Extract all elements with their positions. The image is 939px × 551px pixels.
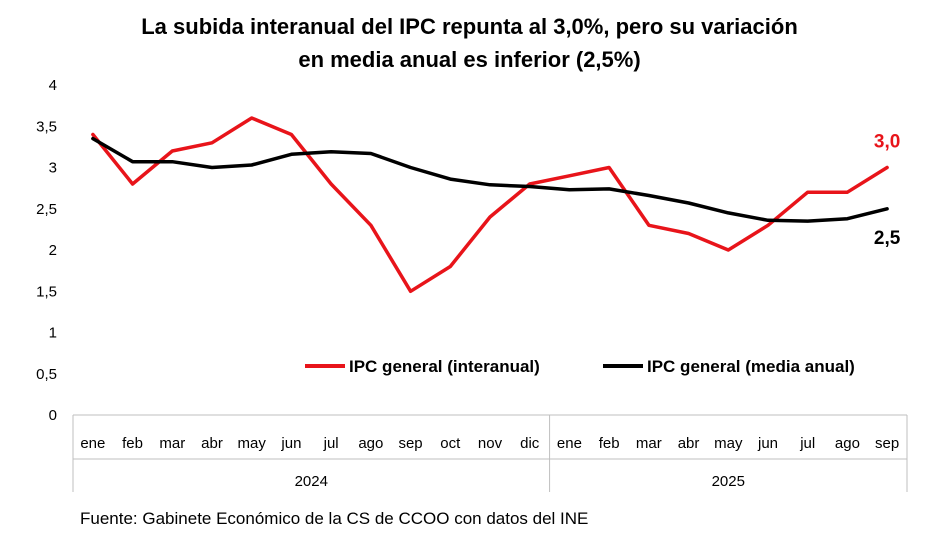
x-tick-label: sep bbox=[398, 435, 422, 452]
chart-title: La subida interanual del IPC repunta al … bbox=[0, 10, 939, 76]
y-tick-label: 3,5 bbox=[36, 118, 57, 135]
year-label: 2024 bbox=[295, 473, 328, 490]
x-tick-label: oct bbox=[440, 435, 461, 452]
y-tick-label: 2,5 bbox=[36, 201, 57, 218]
x-tick-label: nov bbox=[478, 435, 503, 452]
legend-label: IPC general (interanual) bbox=[349, 357, 540, 376]
end-label-interanual: 3,0 bbox=[874, 132, 900, 153]
x-tick-label: jun bbox=[757, 435, 778, 452]
x-tick-label: may bbox=[714, 435, 743, 452]
x-tick-label: mar bbox=[636, 435, 662, 452]
series-line-interanual bbox=[91, 116, 889, 294]
x-tick-label: ene bbox=[557, 435, 582, 452]
x-tick-label: ago bbox=[358, 435, 383, 452]
x-tick-label: abr bbox=[678, 435, 700, 452]
x-tick-label: jul bbox=[323, 435, 339, 452]
y-tick-label: 2 bbox=[49, 242, 57, 259]
x-tick-label: may bbox=[238, 435, 267, 452]
chart-title-line-2: en media anual es inferior (2,5%) bbox=[298, 47, 641, 72]
y-tick-label: 1 bbox=[49, 325, 57, 342]
source-note: Fuente: Gabinete Económico de la CS de C… bbox=[80, 509, 589, 528]
y-tick-label: 1,5 bbox=[36, 283, 57, 300]
year-label: 2025 bbox=[712, 473, 745, 490]
y-tick-label: 0 bbox=[49, 407, 57, 424]
x-tick-label: feb bbox=[599, 435, 620, 452]
y-tick-label: 0,5 bbox=[36, 366, 57, 383]
x-tick-label: ago bbox=[835, 435, 860, 452]
x-tick-label: abr bbox=[201, 435, 223, 452]
x-tick-label: mar bbox=[159, 435, 185, 452]
x-tick-label: jun bbox=[280, 435, 301, 452]
y-tick-label: 4 bbox=[49, 77, 57, 94]
x-tick-label: dic bbox=[520, 435, 540, 452]
x-tick-label: feb bbox=[122, 435, 143, 452]
chart-title-line-1: La subida interanual del IPC repunta al … bbox=[141, 14, 798, 39]
y-tick-label: 3 bbox=[49, 160, 57, 177]
x-tick-label: ene bbox=[80, 435, 105, 452]
legend-label: IPC general (media anual) bbox=[647, 357, 855, 376]
x-tick-label: sep bbox=[875, 435, 899, 452]
end-label-media-anual: 2,5 bbox=[874, 228, 901, 249]
series-line-media-anual bbox=[91, 136, 889, 223]
x-tick-label: jul bbox=[799, 435, 815, 452]
